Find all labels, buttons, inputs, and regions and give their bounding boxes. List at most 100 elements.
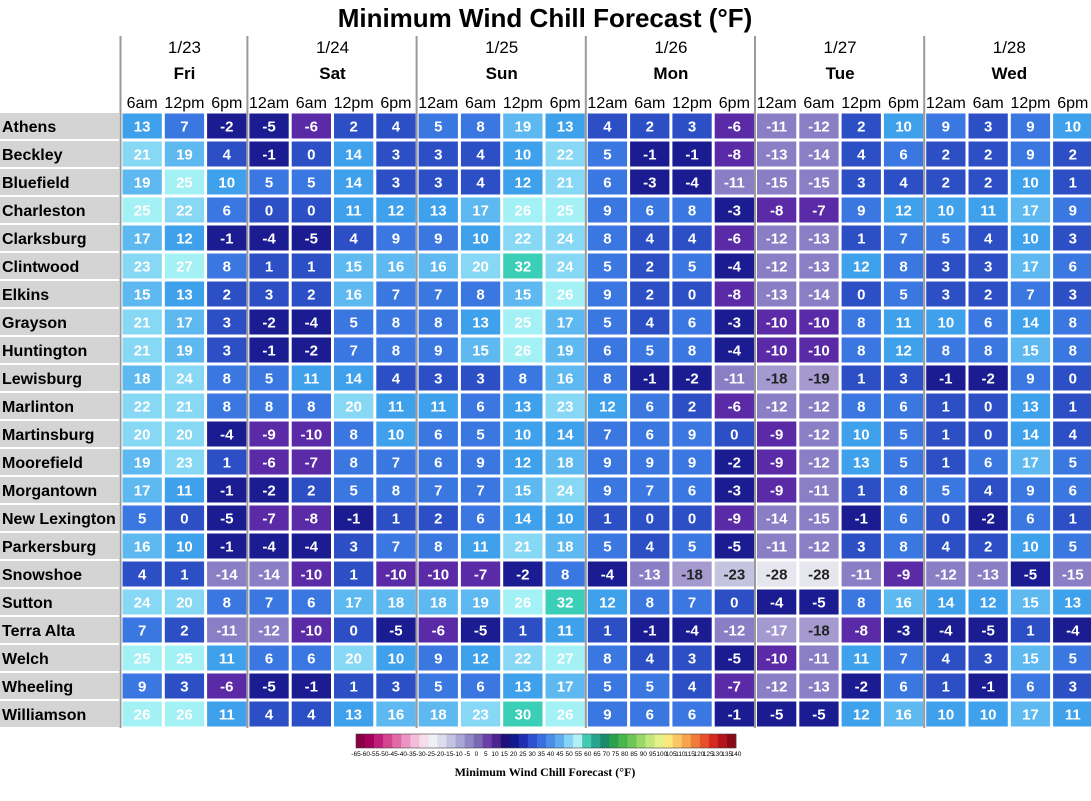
heatmap-cell [503, 281, 543, 307]
heatmap-cell [714, 505, 754, 531]
cell-value: 6 [434, 427, 442, 444]
heatmap-cell [291, 701, 331, 727]
cell-value: -11 [724, 371, 745, 388]
cell-value: 3 [688, 119, 696, 136]
cell-value: 8 [857, 399, 865, 416]
cell-value: 11 [388, 399, 404, 416]
cell-value: -1 [220, 483, 233, 500]
heatmap-cell [926, 309, 966, 335]
cell-value: 14 [1022, 315, 1039, 332]
colorbar-swatch [681, 734, 692, 748]
heatmap-cell [376, 309, 416, 335]
heatmap-cell [630, 533, 670, 559]
cell-value: -1 [685, 147, 698, 164]
city-label-bg [0, 617, 119, 643]
heatmap-cell [122, 589, 162, 615]
time-label: 6pm [211, 95, 242, 112]
cell-value: 4 [984, 231, 993, 248]
cell-value: 1 [1069, 511, 1077, 528]
date-label: 1/24 [316, 38, 349, 57]
cell-value: 2 [857, 119, 865, 136]
heatmap-cell [1010, 617, 1051, 643]
colorbar-swatch [699, 734, 710, 748]
city-label-bg [0, 477, 119, 503]
cell-value: 17 [1022, 707, 1039, 724]
heatmap-cell [968, 645, 1008, 671]
cell-value: -18 [766, 371, 788, 388]
cell-value: -7 [262, 511, 275, 528]
city-label: Athens [2, 119, 56, 136]
table-row: Grayson 21 17 3 -2 -4 5 8 8 13 25 17 5 4 6 -3 -10 -10 8 11 1… [0, 309, 1091, 335]
cell-value: -13 [808, 231, 830, 248]
cell-value: 11 [853, 651, 869, 668]
cell-value: 4 [646, 315, 655, 332]
colorbar-tick: 120 [693, 751, 704, 758]
heatmap-cell [122, 673, 162, 699]
heatmap-cell [757, 533, 797, 559]
cell-value: -10 [301, 567, 323, 584]
heatmap-cell [460, 645, 501, 671]
cell-value: 7 [392, 287, 400, 304]
colorbar-swatch [708, 734, 719, 748]
cell-value: -6 [728, 119, 741, 136]
cell-value: 8 [942, 343, 950, 360]
heatmap-cell [672, 197, 712, 223]
heatmap-cell [672, 449, 712, 475]
cell-value: 8 [984, 343, 992, 360]
heatmap-cell [672, 281, 712, 307]
cell-value: 0 [307, 147, 315, 164]
heatmap-cell [376, 477, 416, 503]
heatmap-cell [926, 337, 966, 363]
table-row: Wheeling 9 3 -6 -5 -1 1 3 5 6 13 17 5 5 4 -7 -12 -13 -2 6 1-… [0, 673, 1091, 699]
cell-value: -4 [262, 539, 276, 556]
cell-value: 18 [430, 707, 447, 724]
heatmap-cell [841, 561, 881, 587]
cell-value: 3 [984, 259, 992, 276]
heatmap-cell [1010, 253, 1051, 279]
heatmap-cell [460, 281, 501, 307]
heatmap-cell [249, 197, 289, 223]
cell-value: 7 [392, 455, 400, 472]
colorbar-swatch [446, 734, 456, 748]
heatmap-cell [883, 281, 924, 307]
cell-value: -3 [643, 175, 656, 192]
cell-value: 16 [895, 707, 912, 724]
heatmap-cell [757, 141, 797, 167]
colorbar-tick: -5 [464, 751, 470, 758]
heatmap-cell [1053, 449, 1091, 475]
date-label: 1/23 [168, 38, 201, 57]
cell-value: 0 [265, 203, 273, 220]
heatmap-cell [545, 505, 585, 531]
heatmap-cell [418, 477, 458, 503]
cell-value: -8 [855, 623, 868, 640]
heatmap-cell [164, 561, 205, 587]
colorbar-swatch [636, 734, 646, 748]
heatmap-cell [1053, 561, 1091, 587]
city-label: Beckley [2, 147, 63, 164]
colorbar-tick: -10 [453, 751, 463, 758]
table-row: Charleston 25 22 6 0 0 11 12 13 17 26 25 9 6 8 -3 -8 -7 9 1… [0, 197, 1091, 223]
cell-value: 9 [476, 455, 484, 472]
cell-value: 10 [388, 651, 405, 668]
heatmap-cell [587, 253, 628, 279]
cell-value: 3 [1069, 231, 1077, 248]
time-label: 12am [418, 95, 458, 112]
colorbar-swatch [518, 734, 529, 748]
cell-value: 25 [176, 651, 193, 668]
heatmap-cell [1053, 673, 1091, 699]
cell-value: -11 [809, 651, 830, 668]
heatmap-cell [1053, 141, 1091, 167]
heatmap-cell [841, 505, 881, 531]
heatmap-cell [249, 701, 289, 727]
cell-value: 4 [857, 147, 866, 164]
heatmap-cell [883, 561, 924, 587]
heatmap-cell [503, 589, 543, 615]
heatmap-cell [291, 169, 331, 195]
heatmap-cell [926, 225, 966, 251]
heatmap-cell [122, 365, 162, 391]
cell-value: -5 [262, 119, 275, 136]
heatmap-cell [460, 505, 501, 531]
cell-value: 19 [176, 147, 193, 164]
colorbar-swatch [383, 734, 393, 748]
heatmap-cell [334, 505, 374, 531]
